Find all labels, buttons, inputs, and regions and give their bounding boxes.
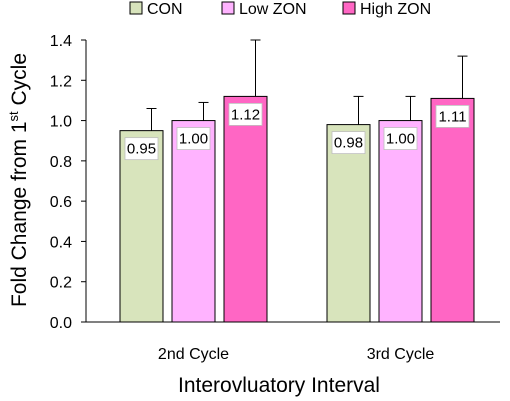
bar [326,124,371,323]
legend: CON Low ZON High ZON [129,1,431,18]
x-tick-label: 3rd Cycle [367,346,435,363]
data-label: 0.98 [334,135,363,152]
y-axis-title-tail: Cycle [8,53,31,111]
bar [171,120,216,323]
data-label: 1.11 [438,108,466,125]
legend-label: Low ZON [239,1,307,18]
data-label-box [228,103,263,126]
y-tick-label: 0.2 [50,275,72,292]
data-label: 1.12 [231,106,260,123]
bar [378,120,423,323]
x-axis-title: Interovluatory Interval [178,374,380,397]
data-label-box [383,127,418,150]
y-tick-label: 1.0 [50,114,72,131]
y-tick-label: 0.4 [50,234,72,251]
y-tick-label: 0.8 [50,154,72,171]
bar [223,95,268,323]
y-axis-title-superscript: st [6,111,21,122]
y-axis: 0.0 0.2 0.4 0.6 0.8 1.0 1.2 1.4 [50,33,87,332]
legend-label: High ZON [360,1,431,18]
data-label: 1.00 [386,131,415,148]
data-label-box [176,127,211,150]
bar [430,97,475,323]
bar [119,130,164,323]
y-tick-label: 0.6 [50,194,72,211]
y-axis-title: Fold Change from 1st Cycle [6,53,31,307]
bars: 0.95 1.00 1.12 0.98 1.00 1.11 [119,39,475,323]
x-axis: 2nd Cycle 3rd Cycle [86,321,500,363]
legend-label: CON [147,1,183,18]
legend-swatch [221,1,235,15]
data-label-box [331,131,366,155]
data-label: 0.95 [127,141,156,158]
y-axis-title-main: Fold Change from 1 [8,121,31,307]
x-tick-label: 2nd Cycle [158,346,229,363]
y-tick-label: 1.2 [50,73,72,90]
data-label-box [435,105,470,128]
legend-swatch [129,1,143,15]
legend-swatch [342,1,356,15]
data-label: 1.00 [179,131,208,148]
data-label-box [124,137,159,161]
y-tick-label: 0.0 [50,315,72,332]
y-tick-label: 1.4 [50,33,72,50]
